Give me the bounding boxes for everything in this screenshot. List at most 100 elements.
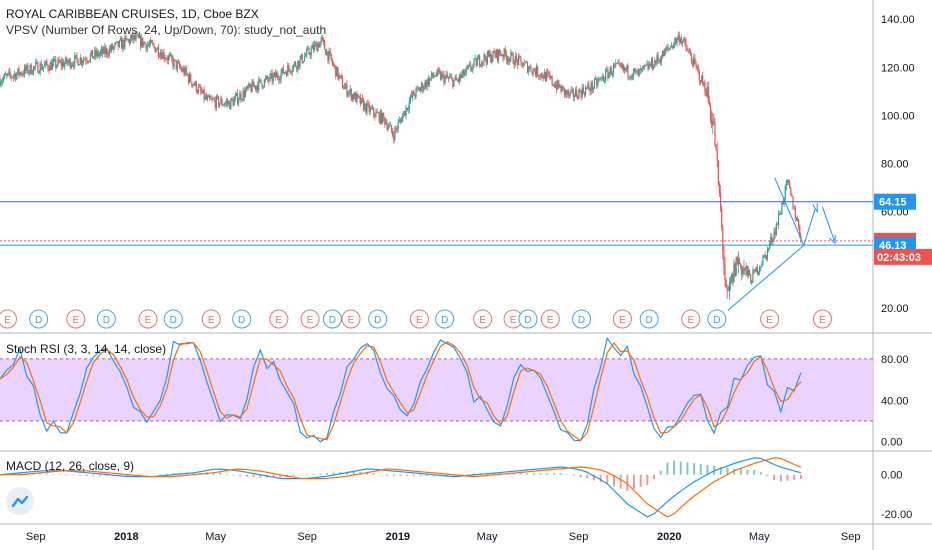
candle-body	[686, 47, 688, 52]
candle-body	[454, 77, 456, 81]
macd-histogram-bar	[659, 470, 662, 475]
candle-body	[612, 64, 615, 74]
candle-body	[354, 92, 356, 100]
candle-body	[456, 79, 458, 81]
candle-body	[50, 62, 52, 70]
candle-body	[499, 49, 501, 54]
candle-body	[422, 83, 424, 91]
macd-histogram-bar	[386, 474, 389, 476]
candle-body	[248, 83, 250, 89]
candle-body	[397, 122, 399, 130]
candle-body	[107, 54, 109, 56]
candle-body	[740, 263, 742, 266]
candle-body	[427, 78, 429, 86]
candle-body	[315, 42, 317, 45]
candle-body	[651, 58, 654, 69]
candle-body	[700, 75, 703, 83]
candle-body	[705, 92, 707, 97]
candle-body	[282, 67, 284, 74]
candle-body	[535, 66, 538, 76]
macd-histogram-bar	[552, 473, 555, 475]
macd-label[interactable]: MACD (12, 26, close, 9)	[6, 459, 135, 473]
candle-body	[674, 38, 676, 45]
candle-body	[242, 90, 244, 100]
candle-body	[167, 56, 170, 61]
candle-body	[271, 73, 273, 82]
macd-histogram-bar	[572, 474, 575, 476]
candle-body	[274, 72, 277, 78]
candle-body	[292, 64, 294, 71]
candle-body	[332, 64, 335, 65]
candle-body	[579, 89, 581, 92]
candle-body	[531, 71, 533, 74]
tradingview-logo-icon[interactable]	[6, 487, 34, 515]
candle-body	[49, 62, 51, 71]
candle-body	[252, 81, 254, 87]
macd-histogram-bar	[633, 474, 636, 489]
candle-body	[634, 68, 636, 71]
macd-histogram-bar	[152, 474, 155, 476]
macd-histogram-bar	[125, 474, 128, 477]
candle-body	[724, 266, 726, 281]
dividend-marker	[232, 309, 252, 329]
macd-histogram-bar	[753, 470, 756, 475]
candle-body	[447, 77, 449, 79]
candle-body	[301, 54, 303, 63]
candle-body	[591, 82, 593, 90]
candle-body	[7, 73, 9, 75]
event-marker-label: D	[329, 315, 336, 326]
candle-body	[714, 121, 716, 145]
candle-body	[254, 85, 257, 89]
candle-body	[99, 51, 101, 55]
macd-histogram-bar	[766, 474, 769, 477]
candle-body	[160, 53, 162, 57]
candle-body	[148, 43, 151, 45]
candle-body	[721, 208, 723, 228]
stoch-rsi-label[interactable]: Stoch RSI (3, 3, 14, 14, close)	[6, 342, 167, 356]
candle-body	[127, 39, 129, 41]
candle-body	[718, 184, 721, 193]
candle-body	[656, 55, 658, 64]
macd-histogram-bar	[99, 474, 102, 477]
candle-body	[698, 70, 700, 81]
candle-body	[606, 70, 608, 72]
candle-body	[338, 75, 340, 79]
candle-body	[451, 76, 453, 79]
candle-body	[558, 80, 560, 88]
candle-body	[18, 68, 20, 75]
macd-histogram-bar	[586, 474, 589, 479]
candle-body	[52, 60, 55, 63]
candle-body	[369, 107, 371, 112]
dividend-marker	[322, 309, 342, 329]
candle-body	[455, 77, 457, 81]
candle-body	[675, 38, 677, 43]
candle-body	[788, 179, 790, 183]
candle-body	[707, 86, 709, 103]
event-marker-label: D	[238, 315, 245, 326]
candle-body	[678, 35, 680, 43]
candle-body	[450, 76, 452, 78]
candle-body	[396, 128, 398, 130]
event-marker-label: E	[416, 315, 423, 326]
candle-body	[267, 76, 269, 80]
macd-histogram-bar	[59, 474, 62, 476]
candle-body	[233, 98, 235, 106]
macd-histogram-bar	[693, 463, 696, 475]
macd-histogram-bar	[312, 473, 315, 475]
event-marker-label: E	[348, 315, 355, 326]
candle-body	[464, 72, 466, 76]
macd-histogram-bar	[319, 473, 322, 475]
candle-body	[350, 89, 352, 100]
x-tick-label: May	[477, 531, 498, 543]
candle-body	[426, 78, 428, 88]
candle-body	[205, 95, 207, 100]
macd-histogram-bar	[699, 464, 702, 475]
candle-body	[33, 66, 36, 68]
candle-body	[433, 76, 435, 78]
candle-body	[567, 90, 569, 95]
candle-body	[219, 103, 221, 106]
candle-body	[406, 107, 408, 110]
candle-body	[538, 76, 540, 77]
macd-histogram-bar	[239, 474, 242, 477]
